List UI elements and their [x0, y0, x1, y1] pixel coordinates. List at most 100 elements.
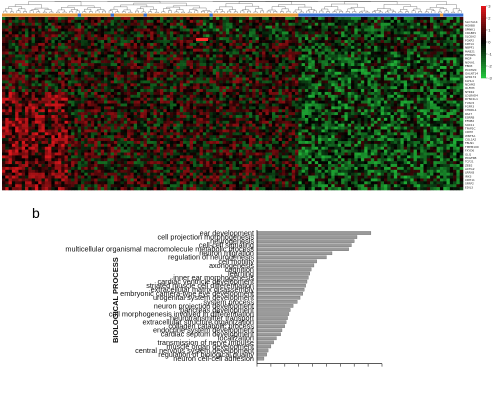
- heatmap-cell: [127, 17, 131, 21]
- heatmap-cell: [25, 143, 29, 148]
- heatmap-cell: [225, 184, 230, 188]
- heatmap-cell: [77, 181, 82, 185]
- heatmap-cell: [130, 155, 135, 159]
- heatmap-cell: [202, 66, 207, 70]
- heatmap-cell: [252, 74, 256, 78]
- heatmap-cell: [183, 117, 187, 122]
- heatmap-cell: [239, 178, 243, 182]
- heatmap-cell: [242, 146, 246, 150]
- heatmap-cell: [137, 129, 141, 133]
- heatmap-cell: [212, 77, 217, 81]
- heatmap-cell: [57, 48, 62, 52]
- heatmap-cell: [120, 86, 125, 90]
- heatmap-cell: [38, 166, 42, 171]
- heatmap-cell: [57, 100, 62, 104]
- heatmap-cell: [120, 129, 125, 133]
- heatmap-cell: [179, 22, 184, 26]
- heatmap-cell: [169, 94, 174, 99]
- heatmap-cell: [146, 103, 151, 107]
- heatmap-cell: [216, 187, 220, 191]
- heatmap-cell: [216, 94, 220, 99]
- heatmap-cell: [166, 135, 171, 139]
- heatmap-cell: [163, 146, 167, 150]
- heatmap-cell: [255, 68, 260, 73]
- heatmap-cell: [216, 100, 220, 104]
- heatmap-cell: [133, 77, 138, 81]
- heatmap-cell: [97, 66, 102, 70]
- heatmap-cell: [173, 161, 177, 165]
- heatmap-cell: [189, 80, 194, 84]
- heatmap-cell: [74, 40, 79, 44]
- heatmap-cell: [77, 126, 82, 130]
- heatmap-cell: [67, 71, 72, 75]
- heatmap-cell: [110, 42, 115, 47]
- heatmap-cell: [8, 161, 13, 165]
- heatmap-cell: [18, 77, 23, 81]
- heatmap-cell: [156, 71, 161, 75]
- heatmap-cell: [248, 83, 253, 87]
- heatmap-cell: [229, 31, 233, 35]
- heatmap-cell: [183, 60, 187, 64]
- heatmap-cell: [28, 74, 32, 78]
- heatmap-cell: [137, 140, 141, 145]
- heatmap-cell: [258, 97, 263, 101]
- heatmap-cell: [28, 140, 32, 145]
- heatmap-cell: [110, 17, 115, 21]
- heatmap-cell: [90, 166, 95, 171]
- heatmap-cell: [87, 28, 92, 32]
- heatmap-cell: [84, 132, 88, 136]
- sample-group-cell: [298, 13, 302, 17]
- heatmap-cell: [84, 22, 88, 26]
- heatmap-cell: [183, 138, 187, 142]
- heatmap-cell: [48, 51, 52, 55]
- heatmap-cell: [222, 86, 227, 90]
- heatmap-cell: [183, 106, 187, 110]
- heatmap-cell: [21, 175, 26, 179]
- heatmap-cell: [61, 60, 65, 64]
- heatmap-cell: [84, 178, 88, 182]
- heatmap-cell: [44, 31, 49, 35]
- heatmap-cell: [28, 89, 32, 93]
- heatmap-cell: [81, 31, 85, 35]
- heatmap-cell: [113, 187, 118, 191]
- heatmap-cell: [209, 97, 214, 101]
- heatmap-cell: [28, 135, 32, 139]
- heatmap-cell: [176, 51, 181, 55]
- heatmap-cell: [258, 80, 263, 84]
- heatmap-cell: [232, 109, 237, 113]
- heatmap-cell: [219, 138, 223, 142]
- heatmap-cell: [140, 22, 144, 26]
- heatmap-cell: [123, 117, 128, 122]
- heatmap-cell: [252, 117, 256, 122]
- heatmap-cell: [255, 129, 260, 133]
- heatmap-cell: [245, 34, 250, 38]
- heatmap-cell: [232, 187, 237, 191]
- heatmap-cell: [21, 28, 26, 32]
- heatmap-cell: [252, 42, 256, 47]
- heatmap-cell: [90, 146, 95, 150]
- heatmap-cell: [64, 45, 69, 50]
- heatmap-cell: [94, 66, 98, 70]
- heatmap-cell: [255, 34, 260, 38]
- heatmap-cell: [15, 57, 19, 61]
- heatmap-cell: [120, 25, 125, 29]
- heatmap-cell: [38, 91, 42, 96]
- heatmap-cell: [117, 94, 121, 99]
- heatmap-cell: [61, 117, 65, 122]
- heatmap-cell: [77, 40, 82, 44]
- heatmap-cell: [163, 117, 167, 122]
- heatmap-cell: [196, 34, 200, 38]
- sample-group-cell: [327, 13, 332, 17]
- heatmap-cell: [160, 109, 164, 113]
- heatmap-cell: [248, 51, 253, 55]
- heatmap-cell: [2, 106, 6, 110]
- heatmap-cell: [38, 169, 42, 173]
- heatmap-cell: [97, 63, 102, 67]
- heatmap-cell: [8, 60, 13, 64]
- heatmap-cell: [192, 146, 197, 150]
- heatmap-cell: [107, 172, 111, 176]
- dendrogram-branch: [161, 11, 166, 13]
- heatmap-cell: [156, 89, 161, 93]
- heatmap-cell: [192, 135, 197, 139]
- heatmap-cell: [153, 126, 158, 130]
